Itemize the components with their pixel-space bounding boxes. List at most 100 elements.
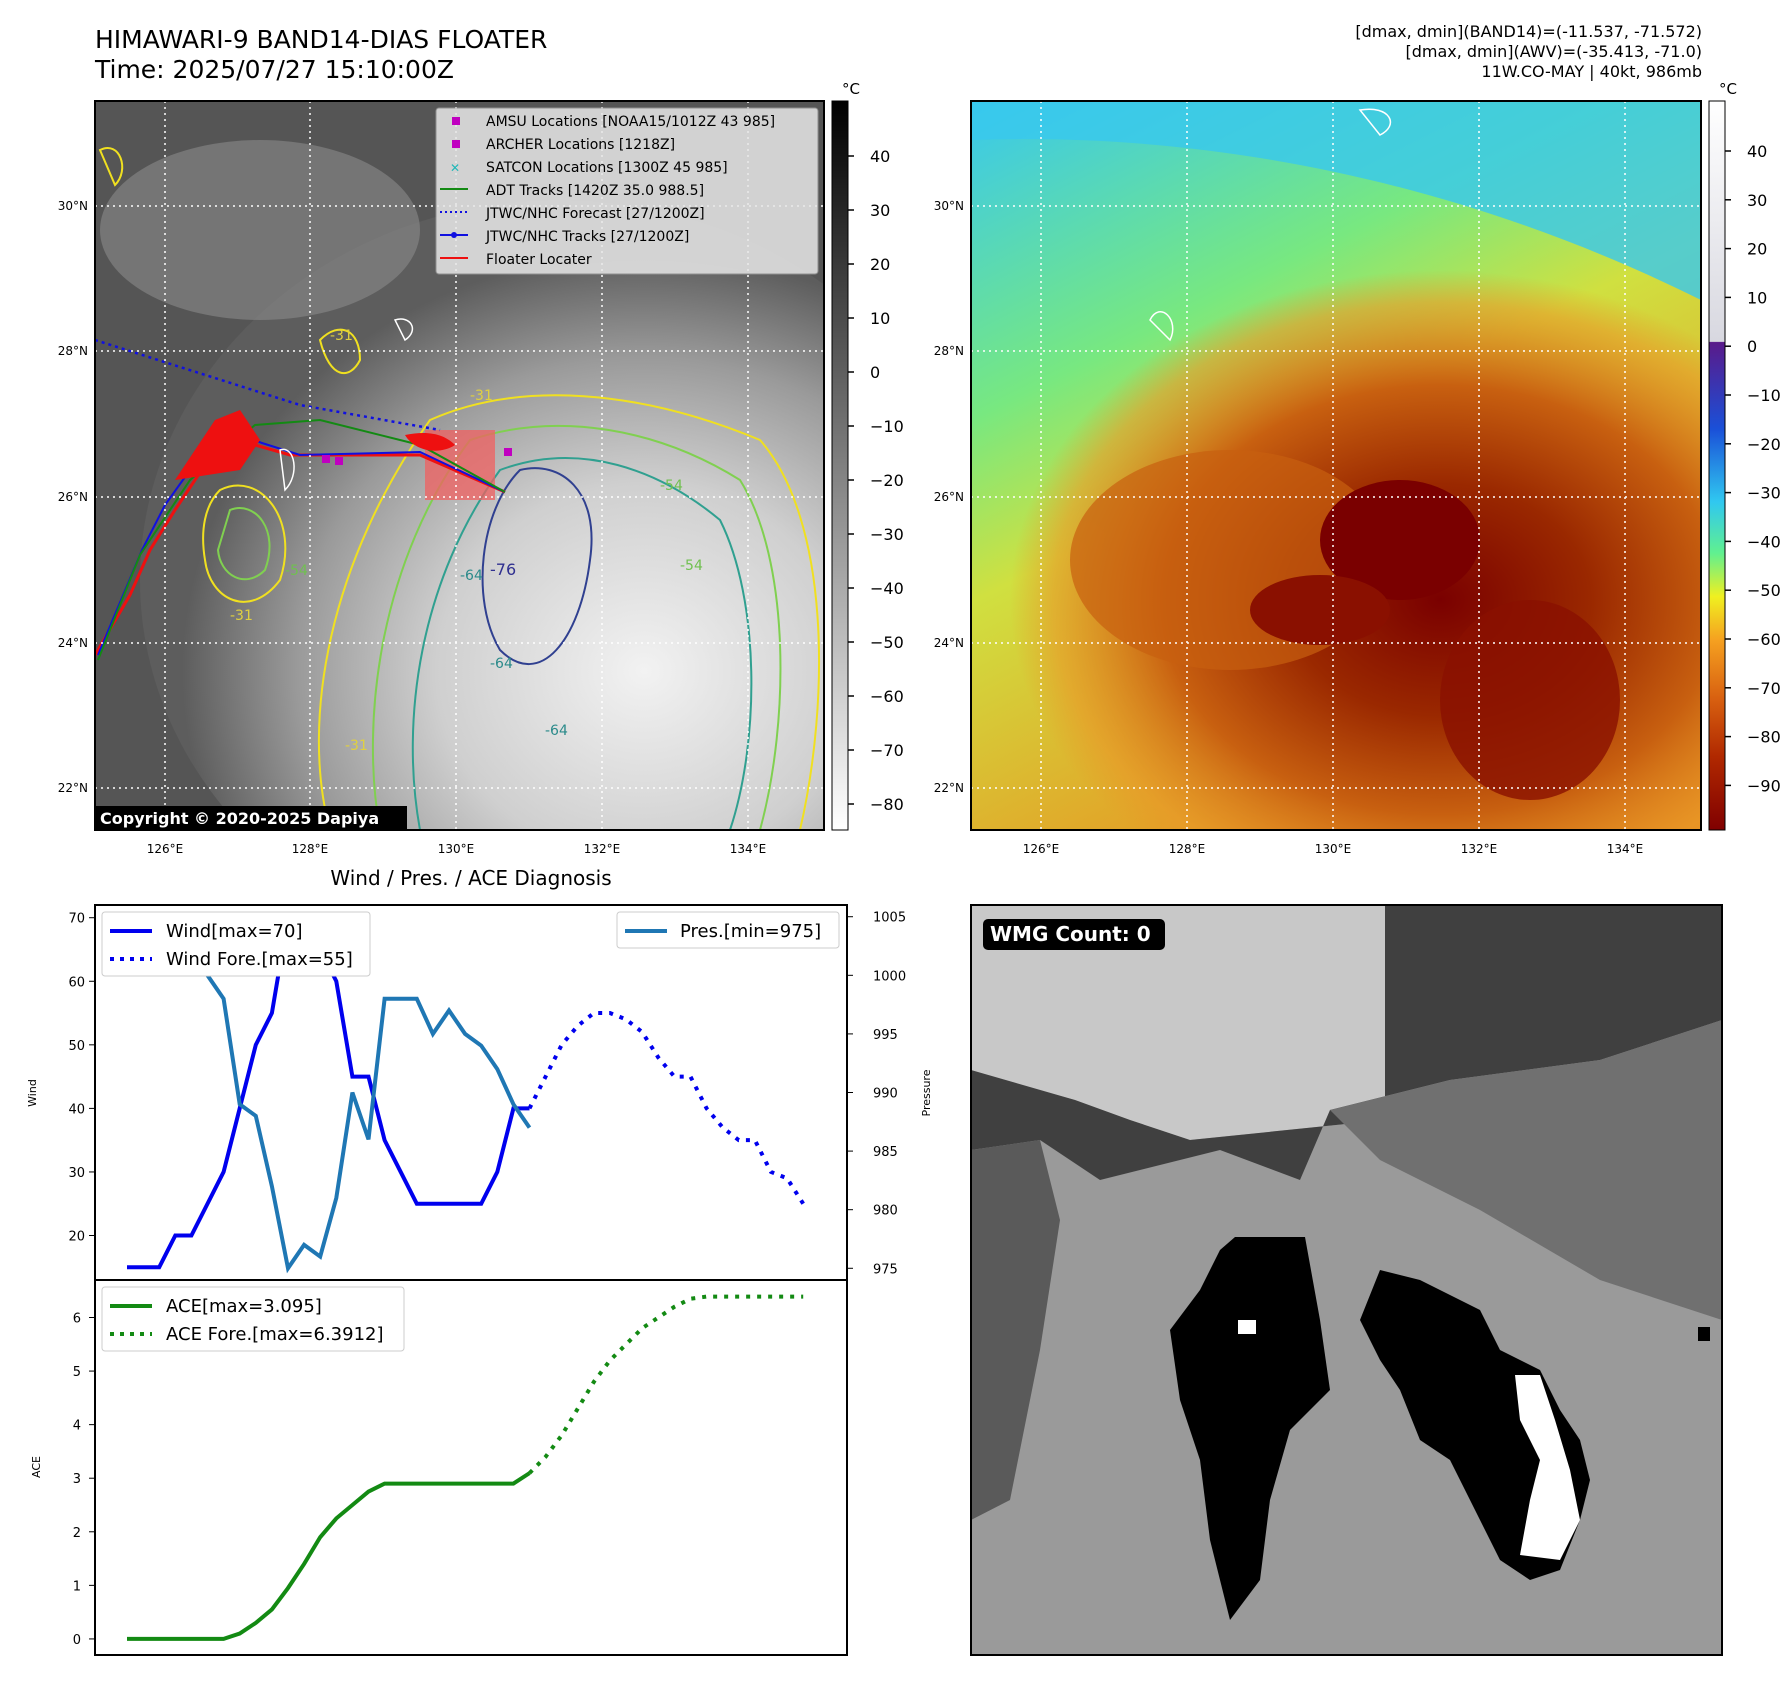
cbar-tick: −50 (1747, 581, 1781, 600)
legend-archer: ARCHER Locations [1218Z] (486, 137, 675, 153)
cbar-tick: −40 (1747, 532, 1781, 551)
pressure-tick: 975 (873, 1262, 898, 1277)
wind-tick: 40 (68, 1102, 85, 1117)
ir-map-legend: ✕ AMSU Locations [NOAA15/1012Z 43 985] A… (435, 107, 819, 275)
archer-marker (452, 140, 460, 148)
pressure-tick: 1005 (873, 911, 906, 926)
cbar-tick: 10 (1747, 288, 1767, 307)
storm-info: 11W.CO-MAY | 40kt, 986mb (1481, 62, 1702, 81)
wmg-count-label: WMG Count: 0 (990, 922, 1151, 946)
lon-tick: 132°E (584, 842, 621, 856)
lat-tick: 22°N (58, 781, 88, 795)
ace-legend-label: ACE[max=3.095] (166, 1296, 322, 1317)
legend-floater: Floater Locater (486, 252, 592, 268)
ace-tick: 1 (73, 1579, 81, 1594)
lon-tick: 126°E (1023, 842, 1060, 856)
lat-tick: 24°N (58, 636, 88, 650)
wind-tick: 60 (68, 975, 85, 990)
cbar-tick: 40 (870, 147, 890, 166)
pressure-axis-label: Pressure (920, 1069, 933, 1116)
contour-label: -31 (345, 738, 368, 754)
legend-forecast: JTWC/NHC Forecast [27/1200Z] (485, 206, 705, 222)
contour-label: -31 (330, 328, 353, 344)
series-line-1 (527, 1011, 805, 1205)
cbar-tick: −80 (1747, 728, 1781, 747)
ace-legend (101, 1286, 405, 1352)
lat-tick: 24°N (934, 636, 964, 650)
cbar-tick: −50 (870, 633, 904, 652)
lon-tick: 132°E (1461, 842, 1498, 856)
cbar-tick: −30 (870, 525, 904, 544)
cbar-tick: −30 (1747, 484, 1781, 503)
ace-tick: 2 (73, 1526, 81, 1541)
lon-tick: 130°E (1315, 842, 1352, 856)
cbar-tick: 30 (1747, 191, 1767, 210)
contour-label: -31 (230, 608, 253, 624)
legend-satcon: SATCON Locations [1300Z 45 985] (486, 160, 728, 176)
wind-tick: 30 (68, 1166, 85, 1181)
legend-adt: ADT Tracks [1420Z 35.0 988.5] (486, 183, 704, 199)
gray-colorbar: °C 40 30 20 10 0 −10 −20 −30 −40 −50 −60 −70 −80 (831, 80, 904, 831)
lon-tick: 134°E (730, 842, 767, 856)
cbar-tick: −60 (1747, 630, 1781, 649)
cbar-tick: 20 (1747, 240, 1767, 259)
wind-tick: 50 (68, 1039, 85, 1054)
wind-pressure-chart: 70 60 50 40 30 20 1005 1000 995 990 985 980 975 Wind… (26, 904, 933, 1281)
lat-tick: 28°N (58, 344, 88, 358)
ace-series-line-0 (127, 1471, 531, 1641)
pressure-tick: 1000 (873, 969, 906, 984)
cbar-tick: 20 (870, 255, 890, 274)
cbar-tick: −80 (870, 795, 904, 814)
legend-tracks: JTWC/NHC Tracks [27/1200Z] (485, 229, 689, 245)
wmg-count-box (983, 919, 1165, 950)
lon-tick: 134°E (1607, 842, 1644, 856)
pressure-legend-label: Pres.[min=975] (680, 921, 821, 942)
contour-label: -54 (680, 558, 703, 574)
ace-tick: 3 (73, 1472, 81, 1487)
cbar-tick: 30 (870, 201, 890, 220)
cbar-unit: °C (1719, 80, 1737, 98)
contour-label: -64 (490, 656, 513, 672)
cbar-tick: −90 (1747, 776, 1781, 795)
cbar-tick: −10 (870, 417, 904, 436)
pressure-tick: 990 (873, 1087, 898, 1102)
ace-tick: 6 (73, 1312, 81, 1327)
ir-map-panel: -31 -31 -31 -31 -54 -54 -54 -64 -64 -64 … (58, 100, 825, 856)
copyright-box (95, 806, 407, 830)
satcon-marker: ✕ (450, 161, 460, 175)
cbar-tick: 0 (1747, 337, 1757, 356)
lat-tick: 22°N (934, 781, 964, 795)
lat-tick: 28°N (934, 344, 964, 358)
pressure-tick: 985 (873, 1145, 898, 1160)
wind-tick: 20 (68, 1230, 85, 1245)
contour-label: -54 (285, 563, 308, 579)
ace-tick: 5 (73, 1365, 81, 1380)
copyright-text: Copyright © 2020-2025 Dapiya (100, 809, 379, 828)
ace-axis-label: ACE (30, 1456, 43, 1478)
wmg-panel: WMG Count: 0 (970, 904, 1723, 1656)
cbar-tick: −40 (870, 579, 904, 598)
lon-tick: 130°E (438, 842, 475, 856)
cbar-tick: −10 (1747, 386, 1781, 405)
lon-tick: 128°E (1169, 842, 1206, 856)
lat-tick: 26°N (934, 490, 964, 504)
wind-axis-label: Wind (26, 1079, 39, 1107)
contour-label: -64 (545, 723, 568, 739)
contour-label: -31 (470, 388, 493, 404)
ace-series-line-1 (528, 1294, 804, 1475)
lat-tick: 30°N (934, 199, 964, 213)
cbar-tick: 0 (870, 363, 880, 382)
pressure-tick: 995 (873, 1028, 898, 1043)
band14-range-info: [dmax, dmin](BAND14)=(-11.537, -71.572) (1355, 22, 1702, 41)
cbar-tick: 10 (870, 309, 890, 328)
wind-legend-label: Wind[max=70] (166, 921, 303, 942)
lat-tick: 26°N (58, 490, 88, 504)
awv-map-panel: 126°E 128°E 130°E 132°E 134°E 30°N 28°N … (934, 100, 1702, 856)
main-title: HIMAWARI-9 BAND14-DIAS FLOATER (95, 25, 548, 54)
lon-tick: 128°E (292, 842, 329, 856)
lat-tick: 30°N (58, 199, 88, 213)
ace-chart: 6 5 4 3 2 1 0 ACE ACE[max=3.095] ACE Fore.[max… (30, 1279, 848, 1656)
cbar-tick: −70 (870, 741, 904, 760)
cbar-tick: −70 (1747, 679, 1781, 698)
